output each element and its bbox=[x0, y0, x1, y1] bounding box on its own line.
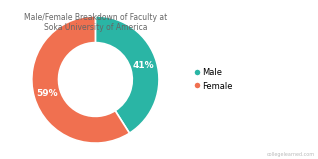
Text: 59%: 59% bbox=[36, 89, 58, 98]
Legend: Male, Female: Male, Female bbox=[195, 68, 233, 91]
Text: collegelearned.com: collegelearned.com bbox=[267, 152, 315, 157]
Wedge shape bbox=[32, 16, 129, 143]
Text: 41%: 41% bbox=[133, 61, 155, 70]
Wedge shape bbox=[95, 16, 159, 133]
Text: Male/Female Breakdown of Faculty at
Soka University of America: Male/Female Breakdown of Faculty at Soka… bbox=[24, 13, 167, 32]
